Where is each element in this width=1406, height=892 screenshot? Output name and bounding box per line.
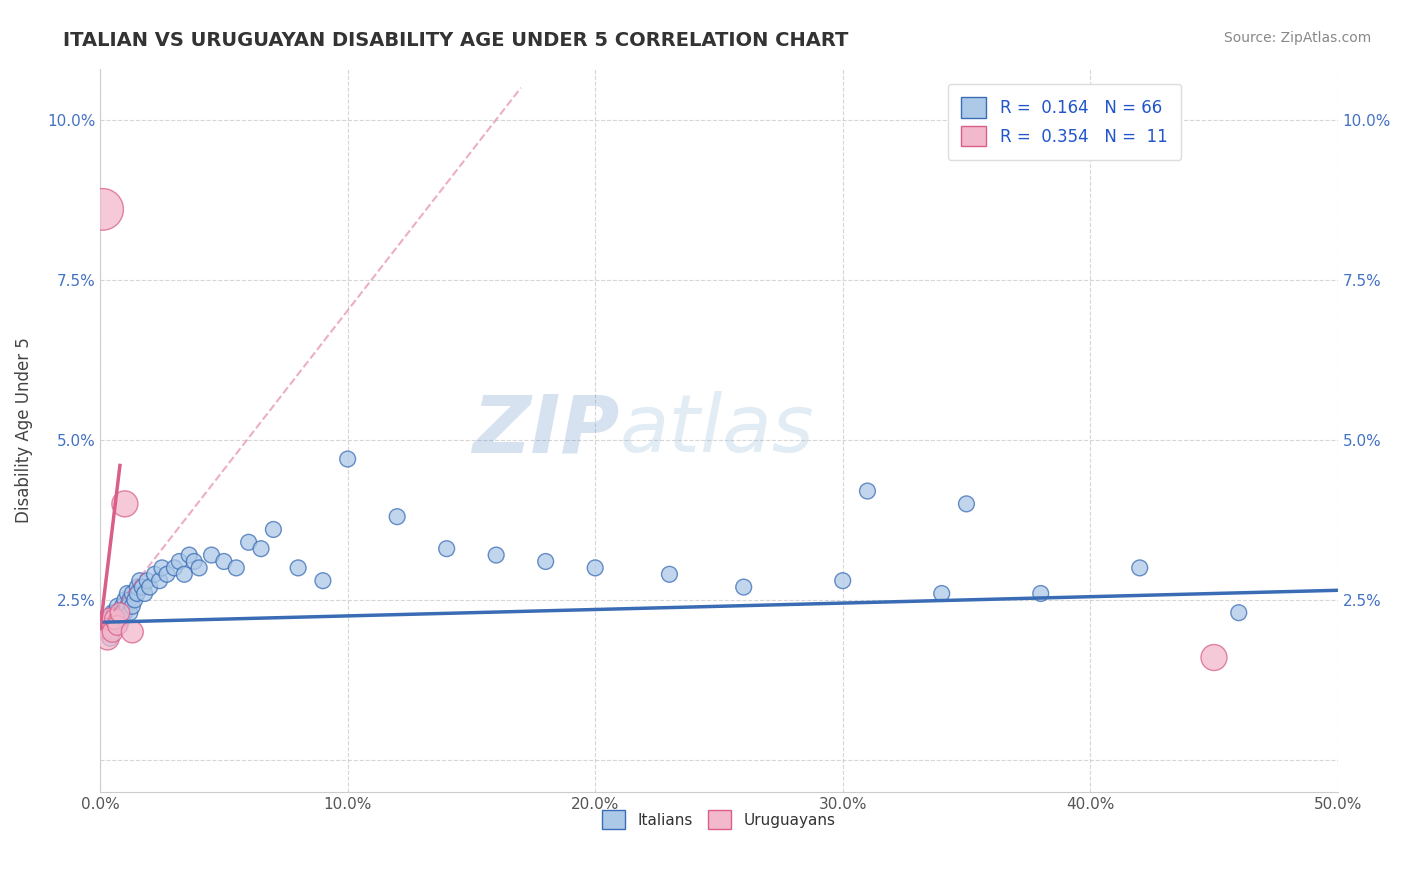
Point [188,561,211,575]
Point [121,599,143,614]
Point [121,586,143,600]
Point [107,612,129,626]
Point [200,548,222,562]
Point [143,567,166,582]
Point [104,606,127,620]
Point [134,586,156,600]
Point [98,632,121,646]
Point [1227,606,1250,620]
Point [114,606,136,620]
Point [101,624,124,639]
Point [1202,650,1225,665]
Point [104,612,127,626]
Point [108,606,131,620]
Point [150,561,173,575]
Point [831,574,853,588]
Point [238,535,260,549]
Point [124,593,146,607]
Point [138,580,160,594]
Point [121,624,143,639]
Point [108,618,131,632]
Point [1129,561,1152,575]
Point [262,523,284,537]
Point [108,606,131,620]
Point [101,606,124,620]
Point [534,554,557,568]
Point [183,554,205,568]
Point [114,593,136,607]
Point [931,586,953,600]
Legend: Italians, Uruguayans: Italians, Uruguayans [596,804,842,835]
Point [91,612,114,626]
Point [131,580,153,594]
Point [287,561,309,575]
Point [114,497,136,511]
Point [312,574,335,588]
Point [225,561,247,575]
Point [94,618,117,632]
Text: atlas: atlas [620,392,814,469]
Point [101,612,124,626]
Point [658,567,681,582]
Point [98,612,121,626]
Point [169,554,191,568]
Point [118,593,141,607]
Point [94,618,117,632]
Y-axis label: Disability Age Under 5: Disability Age Under 5 [15,337,32,524]
Text: Source: ZipAtlas.com: Source: ZipAtlas.com [1223,31,1371,45]
Point [173,567,195,582]
Point [127,586,149,600]
Point [101,624,124,639]
Point [436,541,458,556]
Point [733,580,755,594]
Point [107,618,129,632]
Point [104,618,127,632]
Point [179,548,201,562]
Point [583,561,606,575]
Point [117,586,139,600]
Point [156,567,179,582]
Point [856,484,879,499]
Point [127,580,149,594]
Point [163,561,186,575]
Point [250,541,273,556]
Point [128,574,150,588]
Point [1029,586,1052,600]
Point [96,612,118,626]
Text: ZIP: ZIP [472,392,620,469]
Point [136,574,159,588]
Point [148,574,170,588]
Point [117,599,139,614]
Point [212,554,235,568]
Text: ITALIAN VS URUGUAYAN DISABILITY AGE UNDER 5 CORRELATION CHART: ITALIAN VS URUGUAYAN DISABILITY AGE UNDE… [63,31,849,50]
Point [118,606,141,620]
Point [96,624,118,639]
Point [485,548,508,562]
Point [96,632,118,646]
Point [98,618,121,632]
Point [111,612,134,626]
Point [336,452,359,467]
Point [955,497,977,511]
Point [107,599,129,614]
Point [91,202,114,217]
Point [111,599,134,614]
Point [385,509,408,524]
